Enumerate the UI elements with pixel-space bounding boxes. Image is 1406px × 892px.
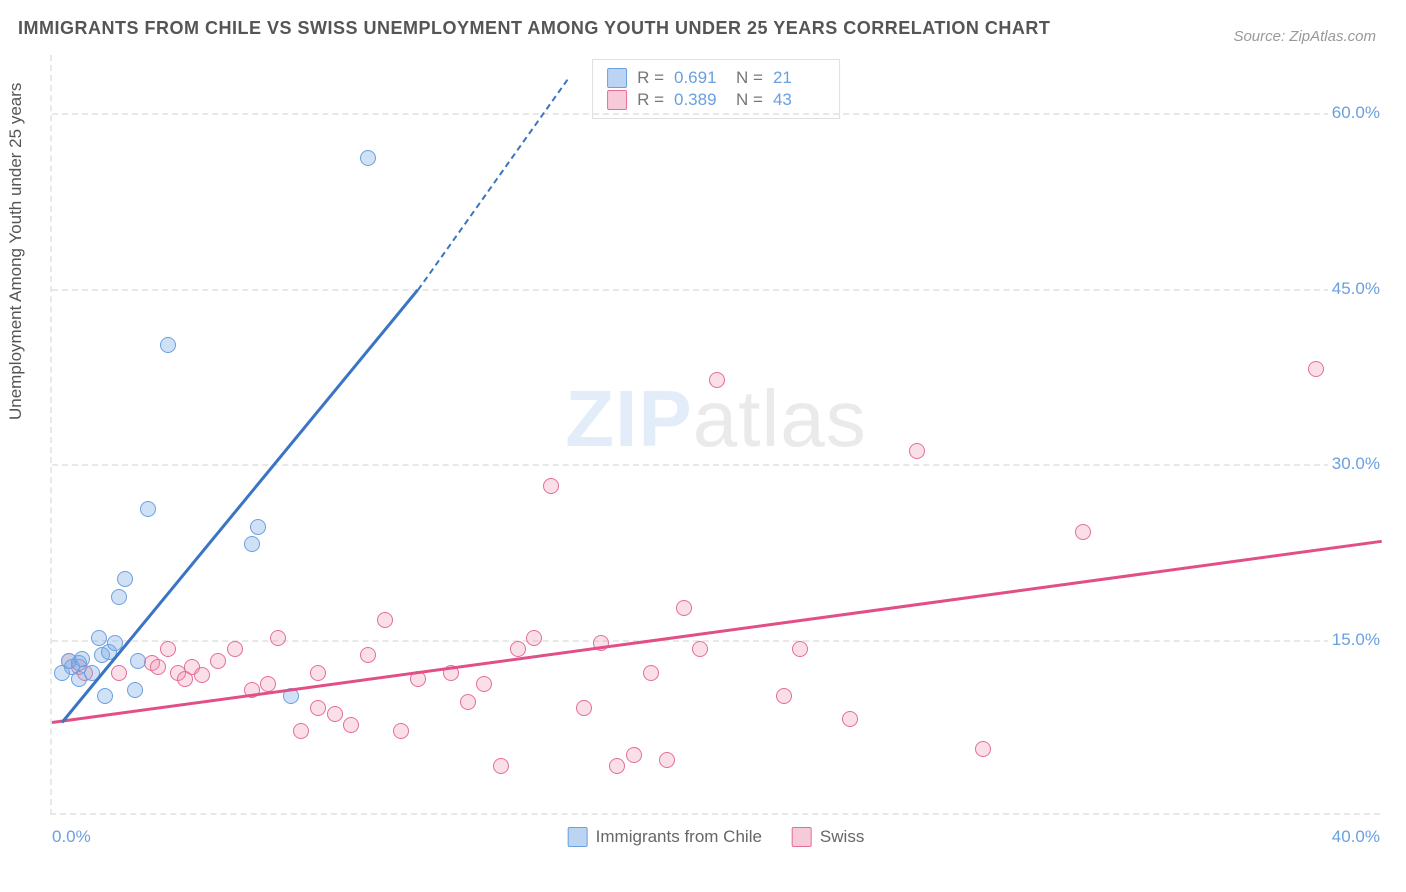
point-chile <box>140 501 156 517</box>
x-tick-max: 40.0% <box>1332 827 1380 847</box>
legend-label-pink: Swiss <box>820 827 864 847</box>
page-title: IMMIGRANTS FROM CHILE VS SWISS UNEMPLOYM… <box>18 18 1050 39</box>
legend-item-pink: Swiss <box>792 827 864 847</box>
point-swiss <box>343 717 359 733</box>
point-swiss <box>909 443 925 459</box>
point-swiss <box>543 478 559 494</box>
source-attribution: Source: ZipAtlas.com <box>1233 28 1376 45</box>
pink-square-icon <box>792 827 812 847</box>
stat-n-value-blue: 21 <box>773 68 825 88</box>
point-swiss <box>360 647 376 663</box>
stat-n-label: N = <box>736 68 763 88</box>
point-swiss <box>792 641 808 657</box>
point-chile <box>250 519 266 535</box>
point-swiss <box>310 665 326 681</box>
point-swiss <box>227 641 243 657</box>
point-swiss <box>270 630 286 646</box>
blue-square-icon <box>568 827 588 847</box>
point-chile <box>160 337 176 353</box>
point-swiss <box>150 659 166 675</box>
point-swiss <box>975 741 991 757</box>
stat-row-pink: R = 0.389 N = 43 <box>607 90 825 110</box>
point-chile <box>97 688 113 704</box>
point-chile <box>74 651 90 667</box>
chart-plot-area: ZIPatlas R = 0.691 N = 21 R = 0.389 N = … <box>50 55 1380 815</box>
point-chile <box>360 150 376 166</box>
y-tick-label: 45.0% <box>1328 279 1384 299</box>
point-swiss <box>643 665 659 681</box>
blue-square-icon <box>607 68 627 88</box>
point-swiss <box>210 653 226 669</box>
y-tick-label: 60.0% <box>1328 103 1384 123</box>
trendline-swiss <box>52 540 1382 724</box>
pink-square-icon <box>607 90 627 110</box>
point-swiss <box>111 665 127 681</box>
y-tick-label: 30.0% <box>1328 454 1384 474</box>
point-swiss <box>393 723 409 739</box>
y-axis-label: Unemployment Among Youth under 25 years <box>6 83 26 420</box>
point-chile <box>117 571 133 587</box>
point-swiss <box>709 372 725 388</box>
gridline <box>52 640 1380 642</box>
stat-r-label: R = <box>637 90 664 110</box>
point-swiss <box>493 758 509 774</box>
watermark-zip: ZIP <box>565 374 692 463</box>
point-swiss <box>310 700 326 716</box>
point-swiss <box>776 688 792 704</box>
point-chile <box>244 536 260 552</box>
point-chile <box>130 653 146 669</box>
point-swiss <box>1308 361 1324 377</box>
point-swiss <box>293 723 309 739</box>
point-chile <box>127 682 143 698</box>
y-tick-label: 15.0% <box>1328 630 1384 650</box>
gridline <box>52 464 1380 466</box>
point-swiss <box>676 600 692 616</box>
legend-label-blue: Immigrants from Chile <box>596 827 762 847</box>
x-tick-min: 0.0% <box>52 827 91 847</box>
stat-r-value-blue: 0.691 <box>674 68 726 88</box>
point-swiss <box>160 641 176 657</box>
point-swiss <box>526 630 542 646</box>
stat-n-label: N = <box>736 90 763 110</box>
trendline-chile-extrapolated <box>417 79 568 291</box>
point-swiss <box>327 706 343 722</box>
point-swiss <box>626 747 642 763</box>
point-swiss <box>510 641 526 657</box>
legend: Immigrants from Chile Swiss <box>568 827 865 847</box>
point-swiss <box>659 752 675 768</box>
gridline <box>52 289 1380 291</box>
point-swiss <box>460 694 476 710</box>
stat-row-blue: R = 0.691 N = 21 <box>607 68 825 88</box>
stat-r-value-pink: 0.389 <box>674 90 726 110</box>
point-swiss <box>576 700 592 716</box>
legend-item-blue: Immigrants from Chile <box>568 827 762 847</box>
point-swiss <box>1075 524 1091 540</box>
point-swiss <box>377 612 393 628</box>
correlation-stats-box: R = 0.691 N = 21 R = 0.389 N = 43 <box>592 59 840 119</box>
stat-n-value-pink: 43 <box>773 90 825 110</box>
point-swiss <box>609 758 625 774</box>
gridline <box>52 113 1380 115</box>
point-swiss <box>692 641 708 657</box>
point-chile <box>91 630 107 646</box>
point-swiss <box>476 676 492 692</box>
point-swiss <box>194 667 210 683</box>
stat-r-label: R = <box>637 68 664 88</box>
point-chile <box>111 589 127 605</box>
point-swiss <box>842 711 858 727</box>
